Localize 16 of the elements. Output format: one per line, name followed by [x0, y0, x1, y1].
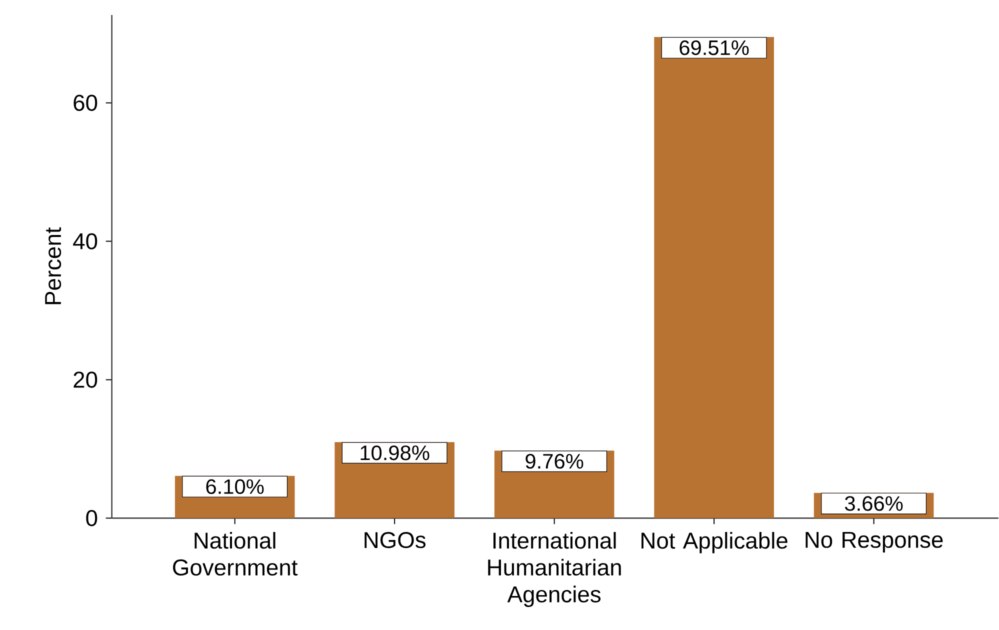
bar [654, 37, 774, 518]
x-tick-label: NGOs [364, 532, 426, 548]
y-tick-label: 20 [74, 372, 98, 388]
data-label: 69.51% [680, 40, 749, 56]
x-tick-label: Not Applicable [642, 532, 788, 554]
data-label: 6.10% [206, 479, 264, 494]
y-tick-label: 60 [74, 94, 98, 111]
data-label: 3.66% [844, 496, 903, 511]
x-tick-label: National Government [173, 532, 298, 576]
y-tick-label: 40 [73, 233, 98, 250]
y-axis-title: Percent [45, 227, 62, 304]
x-tick-label: No Response [806, 532, 943, 552]
x-tick-label: International Humanitarian Agencies [488, 532, 621, 608]
y-tick-label: 0 [86, 510, 98, 526]
data-label: 9.76% [526, 454, 584, 469]
data-label: 10.98% [360, 445, 430, 460]
